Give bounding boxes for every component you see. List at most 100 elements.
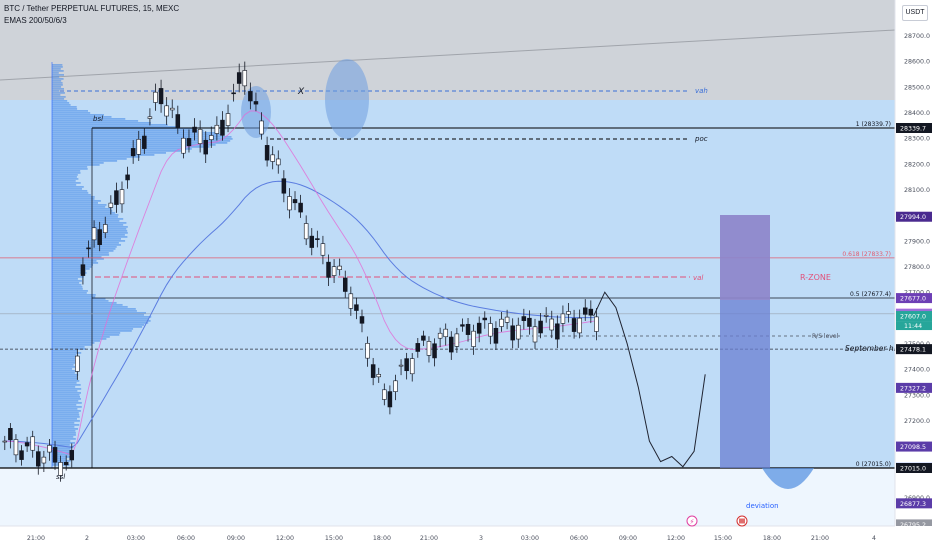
candle-body	[276, 158, 281, 166]
candle-body	[443, 328, 448, 338]
candle-body	[588, 308, 594, 316]
volume-bar	[52, 402, 82, 404]
volume-bar	[52, 436, 74, 438]
volume-bar	[52, 360, 76, 362]
event-icons[interactable]: ⚡	[686, 515, 748, 527]
volume-bar	[52, 232, 128, 234]
candle-body	[47, 445, 52, 453]
candle-body	[532, 326, 538, 343]
price-label: 27327.2	[900, 385, 926, 392]
volume-bar	[52, 66, 63, 68]
candle-body	[63, 461, 69, 466]
volume-bar	[52, 444, 70, 446]
volume-bar	[52, 274, 81, 276]
candles	[2, 61, 599, 482]
volume-bar	[52, 140, 231, 142]
volume-bar	[52, 158, 127, 160]
volume-bar	[52, 384, 81, 386]
candle-body	[192, 126, 197, 133]
time-tick: 06:00	[177, 535, 195, 542]
candle-body	[203, 139, 208, 155]
candle-body	[426, 341, 432, 356]
price-axis	[895, 0, 932, 526]
currency-button[interactable]: USDT	[902, 5, 928, 21]
volume-bar	[52, 302, 117, 304]
time-tick: 03:00	[127, 535, 145, 542]
volume-bar	[52, 242, 119, 244]
volume-bar	[52, 322, 149, 324]
volume-bar	[52, 346, 85, 348]
candle-body	[108, 202, 114, 208]
volume-bar	[52, 420, 80, 422]
volume-bar	[52, 70, 64, 72]
candle-body	[354, 304, 359, 311]
volume-bar	[52, 344, 92, 346]
lightning-icon[interactable]	[686, 515, 698, 527]
volume-bar	[52, 404, 77, 406]
candle-body	[527, 317, 532, 327]
volume-bar	[52, 202, 98, 204]
volume-bar	[52, 278, 78, 280]
volume-bar	[52, 128, 197, 130]
candle-body	[248, 91, 253, 102]
volume-bar	[52, 252, 109, 254]
volume-bar	[52, 382, 77, 384]
volume-bar	[52, 430, 76, 432]
volume-bar	[52, 68, 61, 70]
candle-body	[36, 451, 41, 467]
volume-bar	[52, 368, 73, 370]
price-label: 28339.7	[900, 126, 926, 133]
candle-body	[41, 456, 47, 464]
volume-bar	[52, 298, 106, 300]
volume-bar	[52, 184, 77, 186]
time-tick: 2	[85, 535, 89, 542]
candle-body	[197, 129, 203, 144]
volume-profile	[52, 64, 233, 466]
candle-body	[119, 189, 125, 205]
time-tick: 15:00	[325, 535, 343, 542]
volume-bar	[52, 180, 76, 182]
candle-body	[543, 314, 549, 317]
volume-bar	[52, 450, 72, 452]
volume-bar	[52, 198, 95, 200]
candle-body	[393, 380, 398, 392]
candle-body	[432, 343, 437, 359]
candle-body	[566, 311, 571, 315]
candle-body	[214, 124, 220, 134]
deviation-highlight	[762, 468, 814, 489]
volume-bar	[52, 362, 77, 364]
candle-body	[365, 343, 370, 359]
volume-bar	[52, 196, 95, 198]
volume-bar	[52, 370, 79, 372]
volume-bar	[52, 460, 71, 462]
volume-bar	[52, 376, 78, 378]
price-label: 27994.0	[900, 214, 926, 221]
time-tick: 21:00	[811, 535, 829, 542]
volume-bar	[52, 396, 80, 398]
volume-bar	[52, 442, 75, 444]
candle-body	[488, 323, 493, 337]
price-tick: 27300.0	[904, 392, 930, 399]
volume-bar	[52, 182, 81, 184]
volume-bar	[52, 324, 145, 326]
candle-body	[404, 358, 409, 372]
candle-body	[337, 265, 342, 270]
volume-bar	[52, 200, 101, 202]
price-label: 27478.1	[900, 347, 926, 354]
volume-bar	[52, 186, 84, 188]
volume-bar	[52, 438, 76, 440]
price-label-bg	[896, 344, 932, 355]
volume-bar	[52, 170, 81, 172]
volume-bar	[52, 326, 143, 328]
candle-body	[24, 442, 30, 447]
volume-bar	[52, 188, 82, 190]
candle-body	[370, 364, 376, 378]
candle-body	[315, 238, 320, 240]
candle-body	[577, 317, 582, 334]
volume-bar	[52, 160, 118, 162]
candle-body	[52, 447, 58, 463]
volume-bar	[52, 154, 155, 156]
candle-body	[499, 318, 504, 327]
candle-body	[582, 307, 588, 315]
